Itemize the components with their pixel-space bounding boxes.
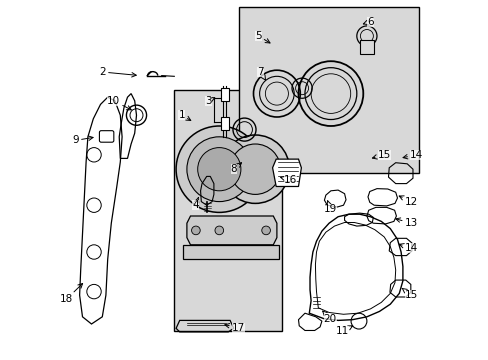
Text: 10: 10	[107, 96, 131, 110]
Text: 16: 16	[280, 175, 297, 185]
Bar	[359, 40, 373, 54]
Text: 18: 18	[60, 283, 82, 304]
Text: 20: 20	[322, 311, 336, 324]
Circle shape	[197, 148, 241, 191]
Bar	[174, 90, 282, 331]
Text: 14: 14	[399, 243, 417, 253]
Bar	[220, 117, 228, 130]
Text: 11: 11	[335, 326, 352, 336]
Text: 19: 19	[323, 201, 336, 214]
Text: 3: 3	[204, 96, 214, 106]
Text: 15: 15	[402, 288, 417, 300]
Text: 15: 15	[372, 150, 390, 160]
Text: 1: 1	[178, 110, 190, 121]
Text: 14: 14	[402, 150, 423, 160]
Text: 13: 13	[395, 218, 417, 228]
Circle shape	[176, 126, 262, 212]
Polygon shape	[183, 245, 278, 259]
Polygon shape	[182, 137, 249, 205]
Circle shape	[221, 135, 289, 203]
Text: 8: 8	[230, 163, 241, 174]
Text: 2: 2	[99, 67, 136, 77]
Text: 4: 4	[192, 198, 199, 210]
Polygon shape	[186, 216, 276, 245]
Text: 6: 6	[363, 17, 373, 27]
Circle shape	[215, 226, 223, 235]
Text: 12: 12	[398, 196, 417, 207]
Bar	[239, 7, 418, 173]
Text: 7: 7	[257, 67, 265, 80]
Text: 17: 17	[224, 323, 244, 333]
Circle shape	[230, 144, 280, 194]
Circle shape	[191, 226, 200, 235]
Text: 5: 5	[255, 31, 269, 43]
Text: 9: 9	[72, 135, 93, 145]
Circle shape	[261, 226, 270, 235]
Polygon shape	[272, 159, 301, 186]
Bar	[220, 88, 228, 101]
Circle shape	[186, 137, 251, 202]
